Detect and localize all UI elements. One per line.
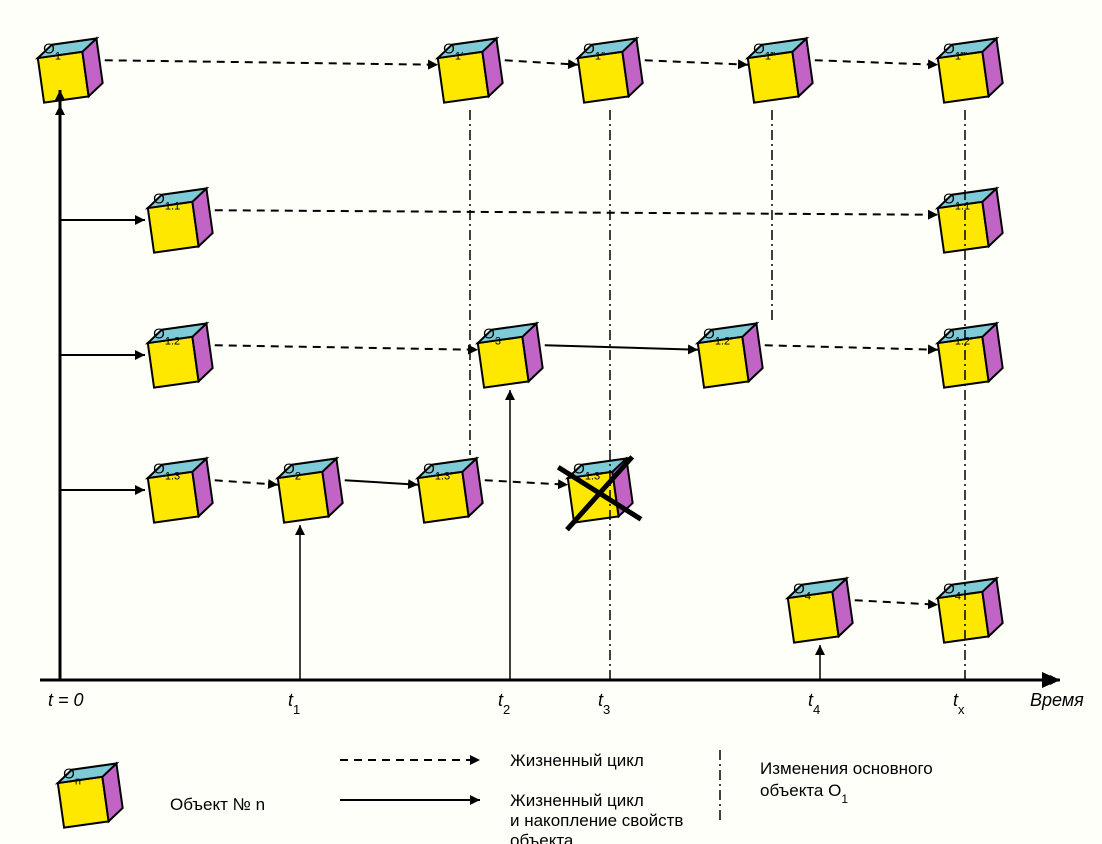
x-axis-label: Время [1030,690,1084,710]
cube-O13px: O1.3′ [558,457,641,530]
cube-O12p: O1.2′ [698,323,763,387]
diagram-canvas: O1 O1′ O1″ O1‴ O1‴′ O1.1 O1.1 O1.2 O3 O1.2′ O1.2′ O… [0,0,1102,844]
tick-label: t = 0 [48,690,84,710]
cube-O4: O4 [788,578,853,642]
cube-O1ppp: O1‴ [748,38,813,102]
cube-O12pr: O1.2′ [938,323,1003,387]
edge-dashed [215,210,938,215]
edge-solid [545,345,698,350]
branch-connector [60,105,145,490]
edge-dashed [855,600,938,605]
legend-text: объекта [510,831,574,844]
x-axis-arrowhead [1042,672,1060,688]
cube-O1pppp: O1‴′ [938,38,1003,102]
edge-dashed [505,60,578,65]
cube-O12: O1.2 [148,323,213,387]
tick-label: t1 [288,690,300,717]
branch-connector [60,105,145,355]
cube-O11: O1.1 [148,188,213,252]
cube-O13p: O1.3′ [418,458,483,522]
cube-O1pp: O1″ [578,38,643,102]
tick-label: t2 [498,690,510,717]
legend-text: и накопление свойств [510,811,683,830]
edge-dashed [215,345,478,350]
legend-text: Жизненный цикл [510,751,644,770]
cube-O2: O2 [278,458,343,522]
legend-dashdot-text: объекта O1 [760,781,848,806]
edge-dashed [645,60,748,65]
legend-dashdot-text: Изменения основного [760,759,933,778]
cube-O1p: O1′ [438,38,503,102]
edge-solid [345,480,418,485]
edge-dashed [815,60,938,65]
edge-dashed [765,345,938,350]
edge-dashed [215,480,278,485]
legend-cube-text: Объект № n [170,795,265,814]
branch-connector [60,105,145,220]
edge-dashed [105,60,438,65]
tick-label: t3 [598,690,610,717]
cube-O1: O1 [38,38,103,102]
cube-O11r: O1.1 [938,188,1003,252]
cube-O4r: O4 [938,578,1003,642]
legend-cube: On [58,763,123,827]
cube-O13: O1.3 [148,458,213,522]
tick-label: t4 [808,690,820,717]
edge-dashed [485,480,568,485]
tick-label: tx [953,690,965,717]
legend-text: Жизненный цикл [510,791,644,810]
cube-O3: O3 [478,323,543,387]
